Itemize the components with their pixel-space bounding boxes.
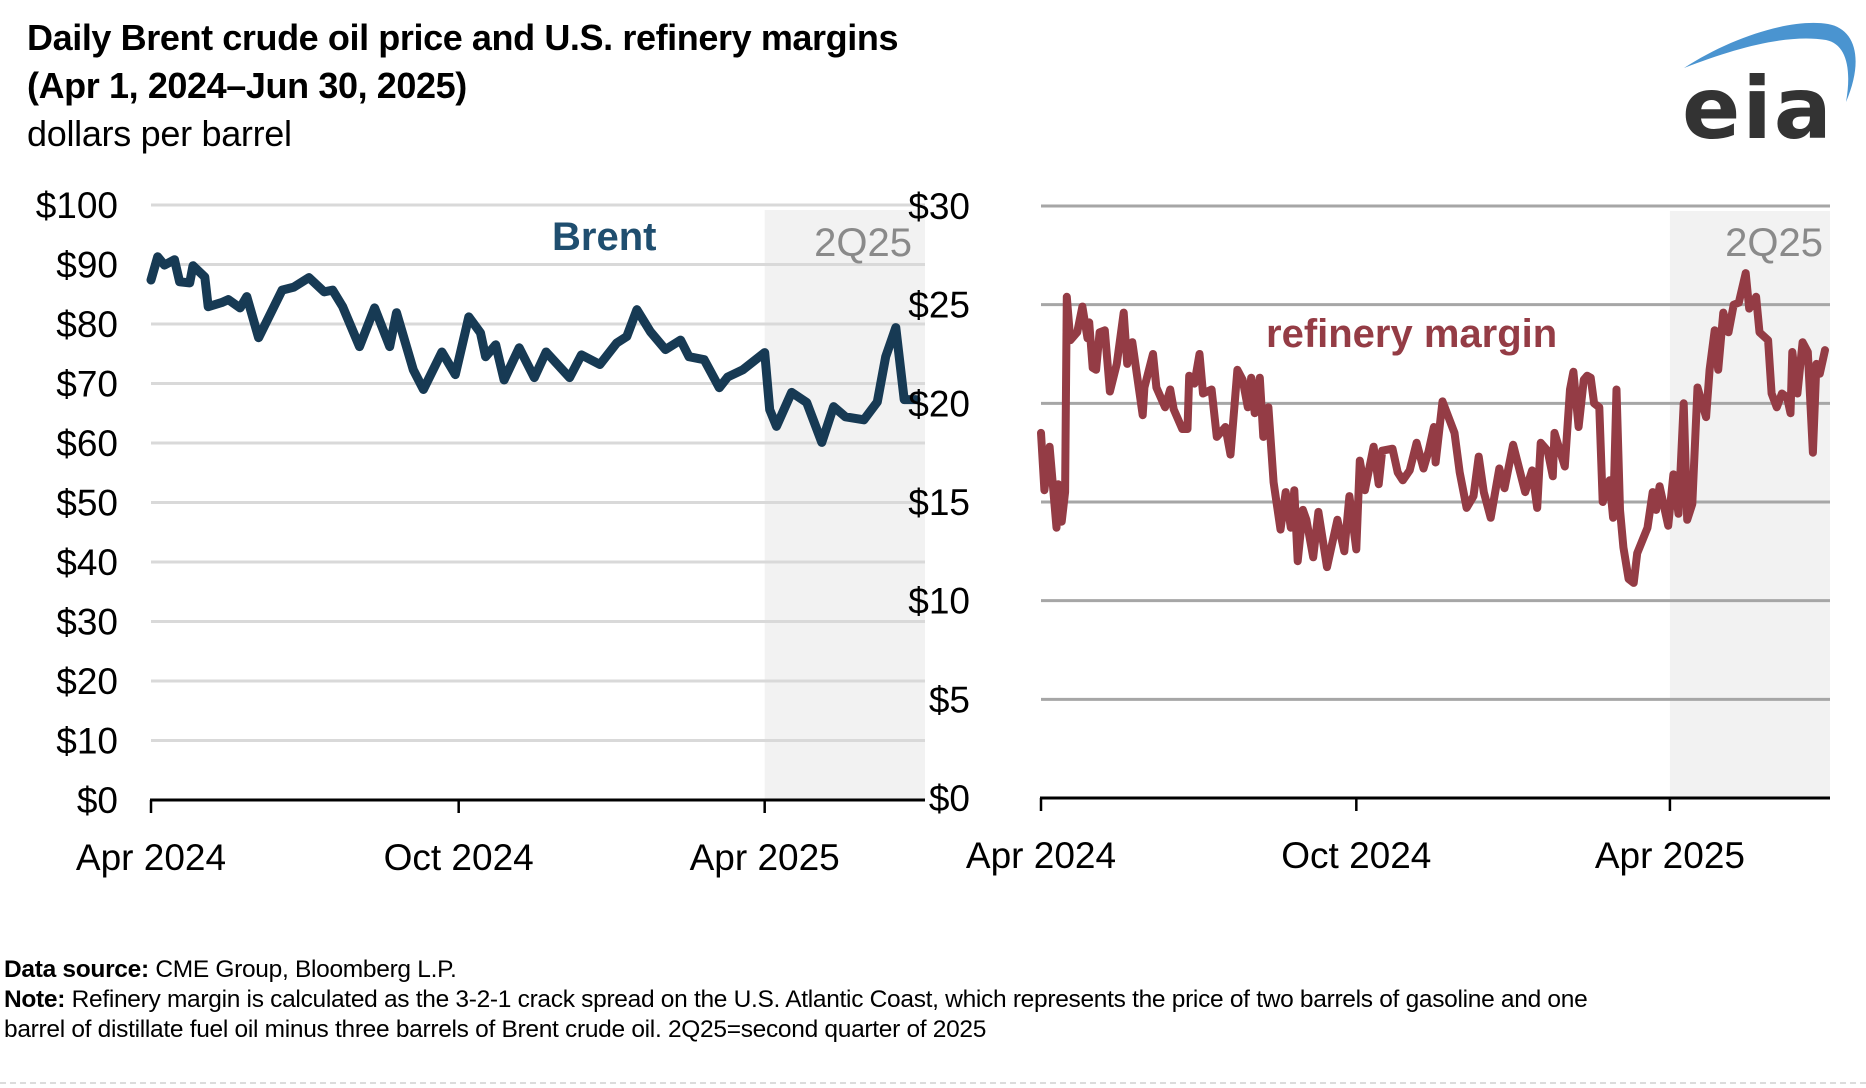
units-label: dollars per barrel — [27, 113, 292, 154]
data-source-label: Data source: — [4, 956, 149, 983]
y-tick-label: $0 — [929, 778, 970, 819]
x-tick-label: Oct 2024 — [384, 837, 534, 878]
gridlines — [1041, 204, 1830, 701]
x-tick-label: Apr 2025 — [1595, 835, 1745, 876]
eia-logo: eia — [1682, 22, 1856, 150]
note-label: Note: — [4, 986, 66, 1013]
refinery-margin-line — [1037, 269, 1829, 587]
gridlines — [151, 203, 925, 742]
y-tick-label: $0 — [77, 780, 118, 821]
brent-series-label: Brent — [552, 215, 656, 259]
y-axis-tick-labels: $0 $10 $20 $30 $40 $50 $60 $70 $80 $90 $100 — [36, 185, 118, 821]
shaded-region-label: 2Q25 — [814, 221, 912, 265]
title-line-1: Daily Brent crude oil price and U.S. ref… — [27, 17, 899, 58]
shaded-region-2q25 — [764, 210, 925, 800]
y-tick-label: $10 — [56, 721, 118, 762]
x-axis-ticks: Apr 2024 Oct 2024 Apr 2025 — [966, 798, 1745, 876]
x-tick-label: Oct 2024 — [1281, 835, 1431, 876]
brent-chart: $0 $10 $20 $30 $40 $50 $60 $70 $80 $90 $100 Apr 20… — [36, 185, 925, 878]
bottom-divider — [0, 1082, 1866, 1084]
eia-logo-text: eia — [1682, 59, 1834, 150]
note-line-1: Note: Refinery margin is calculated as t… — [4, 985, 1588, 1015]
x-tick-label: Apr 2024 — [966, 835, 1116, 876]
x-tick-label: Apr 2024 — [76, 837, 226, 878]
note-text-1: Refinery margin is calculated as the 3-2… — [65, 986, 1588, 1013]
note-line-2: barrel of distillate fuel oil minus thre… — [4, 1016, 987, 1043]
title-line-2: (Apr 1, 2024–Jun 30, 2025) — [27, 65, 467, 106]
x-axis-ticks: Apr 2024 Oct 2024 Apr 2025 — [76, 800, 840, 878]
brent-price-line — [146, 252, 921, 447]
y-tick-label: $5 — [929, 679, 970, 720]
y-tick-label: $40 — [56, 542, 118, 583]
data-source-line: Data source: CME Group, Bloomberg L.P. — [4, 955, 1587, 985]
y-tick-label: $100 — [36, 185, 118, 226]
refinery-margin-series-label: refinery margin — [1266, 312, 1557, 356]
eia-swoosh-icon — [1684, 22, 1856, 102]
y-tick-label: $60 — [56, 423, 118, 464]
y-tick-label: $10 — [908, 581, 970, 622]
charts-canvas: $0 $10 $20 $30 $40 $50 $60 $70 $80 $90 $100 Apr 20… — [36, 185, 1830, 878]
y-tick-label: $50 — [56, 483, 118, 524]
y-tick-label: $25 — [908, 285, 970, 326]
y-tick-label: $80 — [56, 304, 118, 345]
refinery-margin-chart: $0$5$10$15$20$25$30 Apr 2024 Oct 2024 Apr … — [908, 186, 1830, 876]
y-tick-label: $30 — [56, 602, 118, 643]
chart-title: Daily Brent crude oil price and U.S. ref… — [27, 14, 898, 110]
y-tick-label: $70 — [56, 364, 118, 405]
data-source-text: CME Group, Bloomberg L.P. — [148, 956, 457, 983]
y-tick-label: $90 — [56, 245, 118, 286]
y-tick-label: $20 — [908, 383, 970, 424]
shaded-region-label: 2Q25 — [1725, 221, 1823, 265]
y-tick-label: $15 — [908, 482, 970, 523]
y-tick-label: $20 — [56, 661, 118, 702]
chart-footer: Data source: CME Group, Bloomberg L.P. N… — [4, 955, 1588, 1045]
y-axis-tick-labels: $0 $5 $10 $15 $20 $25 $30 — [908, 186, 970, 819]
y-tick-label: $30 — [908, 186, 970, 227]
x-tick-label: Apr 2025 — [690, 837, 840, 878]
